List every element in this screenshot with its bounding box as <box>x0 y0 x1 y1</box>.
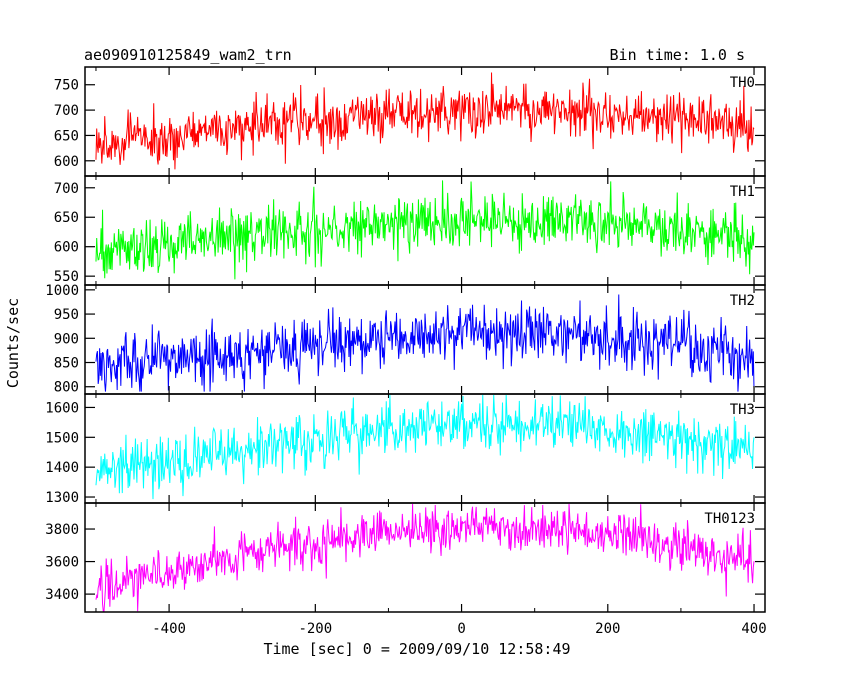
y-tick-label: 3600 <box>45 555 79 571</box>
series-line-th0 <box>95 72 755 170</box>
y-tick-label: 1400 <box>45 460 79 476</box>
y-tick-label: 700 <box>54 103 79 119</box>
bin-time-label: Bin time: 1.0 s <box>610 46 745 64</box>
y-tick-label: 600 <box>54 154 79 170</box>
y-axis-title: Counts/sec <box>4 298 22 388</box>
y-tick-label: 1500 <box>45 430 79 446</box>
panel-label-th3: TH3 <box>730 402 755 418</box>
y-tick-label: 800 <box>54 380 79 396</box>
y-tick-label: 3400 <box>45 587 79 603</box>
y-tick-label: 650 <box>54 210 79 226</box>
y-tick-label: 650 <box>54 128 79 144</box>
y-tick-label: 550 <box>54 269 79 285</box>
x-tick-label: -200 <box>298 621 332 637</box>
series-line-th0123 <box>95 503 755 612</box>
panel-th2: 800 850 900 950 1000 TH2 <box>45 283 766 396</box>
x-tick-label: 400 <box>741 621 766 637</box>
panel-th1: 550 600 650 700 TH1 <box>54 175 766 286</box>
panels-group: 600 650 700 750 TH0 550 600 650 700 TH1 800 850 900 9… <box>45 66 766 613</box>
y-tick-label: 1000 <box>45 283 79 299</box>
y-tick-label: 600 <box>54 240 79 256</box>
y-tick-label: 700 <box>54 181 79 197</box>
panel-th3: 1300 1400 1500 1600 TH3 <box>45 393 766 506</box>
panel-frame <box>84 502 766 613</box>
x-tick-label: 200 <box>595 621 620 637</box>
panel-th0123: 3400 3600 3800 TH0123 <box>45 502 766 613</box>
y-tick-label: 850 <box>54 356 79 372</box>
panel-label-th2: TH2 <box>730 293 755 309</box>
y-tick-label: 1600 <box>45 400 79 416</box>
series-line-th1 <box>95 180 755 280</box>
panel-label-th1: TH1 <box>730 184 755 200</box>
series-line-th3 <box>95 394 755 500</box>
panel-label-th0: TH0 <box>730 75 755 91</box>
y-tick-label: 750 <box>54 78 79 94</box>
panel-frame <box>84 393 766 504</box>
panel-label-th0123: TH0123 <box>704 511 755 527</box>
series-line-th2 <box>95 294 755 392</box>
panel-th0: 600 650 700 750 TH0 <box>54 66 766 177</box>
y-tick-label: 1300 <box>45 490 79 506</box>
x-tick-label: -400 <box>152 621 186 637</box>
x-tick-label: 0 <box>457 621 465 637</box>
y-tick-label: 950 <box>54 307 79 323</box>
y-tick-label: 900 <box>54 331 79 347</box>
x-axis: -400 -200 0 200 400 <box>152 621 766 637</box>
chart-title: ae090910125849_wam2_trn <box>84 46 292 64</box>
y-tick-label: 3800 <box>45 522 79 538</box>
x-axis-title: Time [sec] 0 = 2009/09/10 12:58:49 <box>263 640 570 658</box>
